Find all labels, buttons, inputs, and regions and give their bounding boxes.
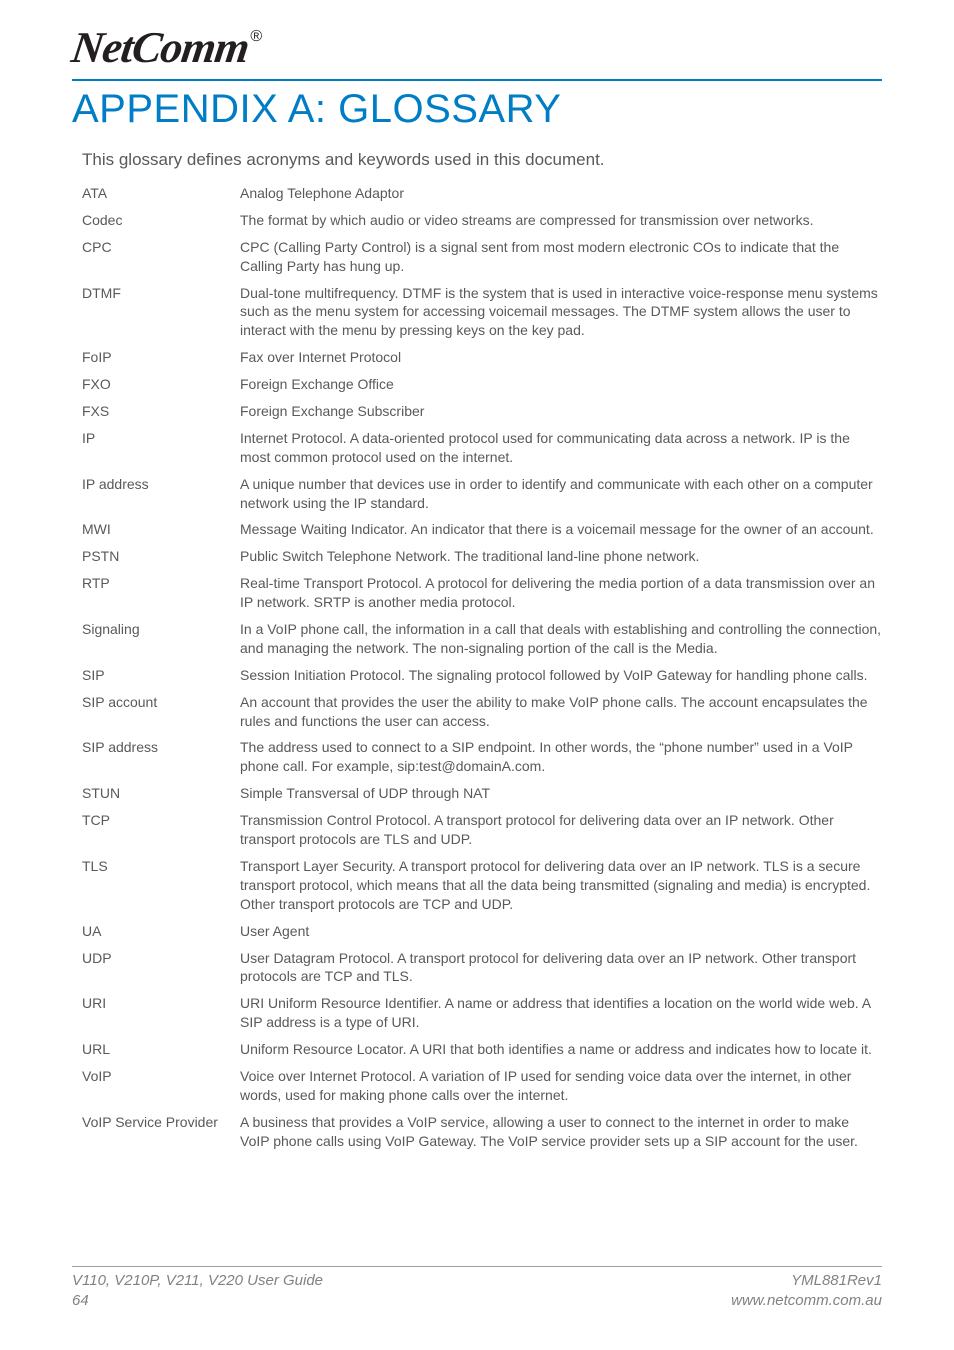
glossary-definition: Voice over Internet Protocol. A variatio… (240, 1067, 882, 1105)
glossary-entry: IPInternet Protocol. A data-oriented pro… (82, 429, 882, 467)
glossary-term: FoIP (82, 348, 240, 367)
glossary-term: PSTN (82, 547, 240, 566)
glossary-definition: Transport Layer Security. A transport pr… (240, 857, 882, 914)
glossary-entry: UDPUser Datagram Protocol. A transport p… (82, 949, 882, 987)
glossary-definition: CPC (Calling Party Control) is a signal … (240, 238, 882, 276)
footer-left: V110, V210P, V211, V220 User Guide 64 (72, 1271, 323, 1310)
glossary-entry: PSTNPublic Switch Telephone Network. The… (82, 547, 882, 566)
header-rule (72, 79, 882, 81)
glossary-term: RTP (82, 574, 240, 612)
glossary-definition: Session Initiation Protocol. The signali… (240, 666, 882, 685)
glossary-term: DTMF (82, 284, 240, 341)
glossary-definition: Public Switch Telephone Network. The tra… (240, 547, 882, 566)
glossary-term: IP address (82, 475, 240, 513)
page-footer: V110, V210P, V211, V220 User Guide 64 YM… (72, 1266, 882, 1310)
footer-right: YML881Rev1 www.netcomm.com.au (731, 1271, 882, 1310)
glossary-entry: VoIP Service ProviderA business that pro… (82, 1113, 882, 1151)
glossary-entry: RTPReal-time Transport Protocol. A proto… (82, 574, 882, 612)
glossary-definition: User Datagram Protocol. A transport prot… (240, 949, 882, 987)
glossary-term: URI (82, 994, 240, 1032)
glossary-entry: SignalingIn a VoIP phone call, the infor… (82, 620, 882, 658)
footer-doc-rev: YML881Rev1 (731, 1271, 882, 1291)
glossary-term: Signaling (82, 620, 240, 658)
glossary-entry: CPCCPC (Calling Party Control) is a sign… (82, 238, 882, 276)
glossary-term: ATA (82, 184, 240, 203)
glossary-definition: Internet Protocol. A data-oriented proto… (240, 429, 882, 467)
footer-page-number: 64 (72, 1291, 323, 1311)
glossary-entry: ATAAnalog Telephone Adaptor (82, 184, 882, 203)
glossary-definition: In a VoIP phone call, the information in… (240, 620, 882, 658)
glossary-definition: A unique number that devices use in orde… (240, 475, 882, 513)
glossary-entry: TLSTransport Layer Security. A transport… (82, 857, 882, 914)
glossary-entry: FoIPFax over Internet Protocol (82, 348, 882, 367)
glossary-definition: Dual-tone multifrequency. DTMF is the sy… (240, 284, 882, 341)
glossary-definition: URI Uniform Resource Identifier. A name … (240, 994, 882, 1032)
glossary-term: SIP address (82, 738, 240, 776)
glossary-definition: Fax over Internet Protocol (240, 348, 882, 367)
glossary-term: VoIP Service Provider (82, 1113, 240, 1151)
glossary-entry: URIURI Uniform Resource Identifier. A na… (82, 994, 882, 1032)
glossary-entry: IP addressA unique number that devices u… (82, 475, 882, 513)
glossary-term: CPC (82, 238, 240, 276)
glossary-definition: Foreign Exchange Subscriber (240, 402, 882, 421)
glossary-definition: User Agent (240, 922, 882, 941)
brand-name: NetComm (68, 22, 251, 73)
glossary-term: STUN (82, 784, 240, 803)
glossary-entry: VoIPVoice over Internet Protocol. A vari… (82, 1067, 882, 1105)
glossary-entry: SIPSession Initiation Protocol. The sign… (82, 666, 882, 685)
glossary-term: TLS (82, 857, 240, 914)
glossary-entry: SIP addressThe address used to connect t… (82, 738, 882, 776)
page-title: APPENDIX A: GLOSSARY (72, 87, 882, 132)
glossary-term: UDP (82, 949, 240, 987)
glossary-entry: MWIMessage Waiting Indicator. An indicat… (82, 520, 882, 539)
glossary-term: Codec (82, 211, 240, 230)
glossary-definition: Foreign Exchange Office (240, 375, 882, 394)
glossary-term: UA (82, 922, 240, 941)
glossary-entry: URLUniform Resource Locator. A URI that … (82, 1040, 882, 1059)
glossary-entry: DTMFDual-tone multifrequency. DTMF is th… (82, 284, 882, 341)
glossary-definition: Transmission Control Protocol. A transpo… (240, 811, 882, 849)
footer-url: www.netcomm.com.au (731, 1291, 882, 1311)
glossary-list: ATAAnalog Telephone AdaptorCodecThe form… (82, 184, 882, 1151)
glossary-definition: A business that provides a VoIP service,… (240, 1113, 882, 1151)
glossary-term: URL (82, 1040, 240, 1059)
glossary-entry: SIP accountAn account that provides the … (82, 693, 882, 731)
footer-rule (72, 1266, 882, 1267)
glossary-definition: Real-time Transport Protocol. A protocol… (240, 574, 882, 612)
brand-registered-mark: ® (250, 28, 262, 45)
glossary-term: IP (82, 429, 240, 467)
glossary-entry: STUNSimple Transversal of UDP through NA… (82, 784, 882, 803)
glossary-term: TCP (82, 811, 240, 849)
glossary-entry: UAUser Agent (82, 922, 882, 941)
glossary-entry: FXOForeign Exchange Office (82, 375, 882, 394)
glossary-definition: An account that provides the user the ab… (240, 693, 882, 731)
glossary-term: FXS (82, 402, 240, 421)
glossary-definition: The address used to connect to a SIP end… (240, 738, 882, 776)
brand-logo: NetComm® (72, 22, 882, 73)
glossary-entry: FXSForeign Exchange Subscriber (82, 402, 882, 421)
glossary-term: SIP account (82, 693, 240, 731)
glossary-term: MWI (82, 520, 240, 539)
glossary-entry: TCPTransmission Control Protocol. A tran… (82, 811, 882, 849)
footer-guide-title: V110, V210P, V211, V220 User Guide (72, 1271, 323, 1291)
glossary-definition: Simple Transversal of UDP through NAT (240, 784, 882, 803)
glossary-term: SIP (82, 666, 240, 685)
glossary-entry: CodecThe format by which audio or video … (82, 211, 882, 230)
glossary-definition: The format by which audio or video strea… (240, 211, 882, 230)
glossary-term: FXO (82, 375, 240, 394)
glossary-definition: Message Waiting Indicator. An indicator … (240, 520, 882, 539)
intro-text: This glossary defines acronyms and keywo… (82, 150, 882, 170)
glossary-definition: Uniform Resource Locator. A URI that bot… (240, 1040, 882, 1059)
glossary-term: VoIP (82, 1067, 240, 1105)
glossary-definition: Analog Telephone Adaptor (240, 184, 882, 203)
